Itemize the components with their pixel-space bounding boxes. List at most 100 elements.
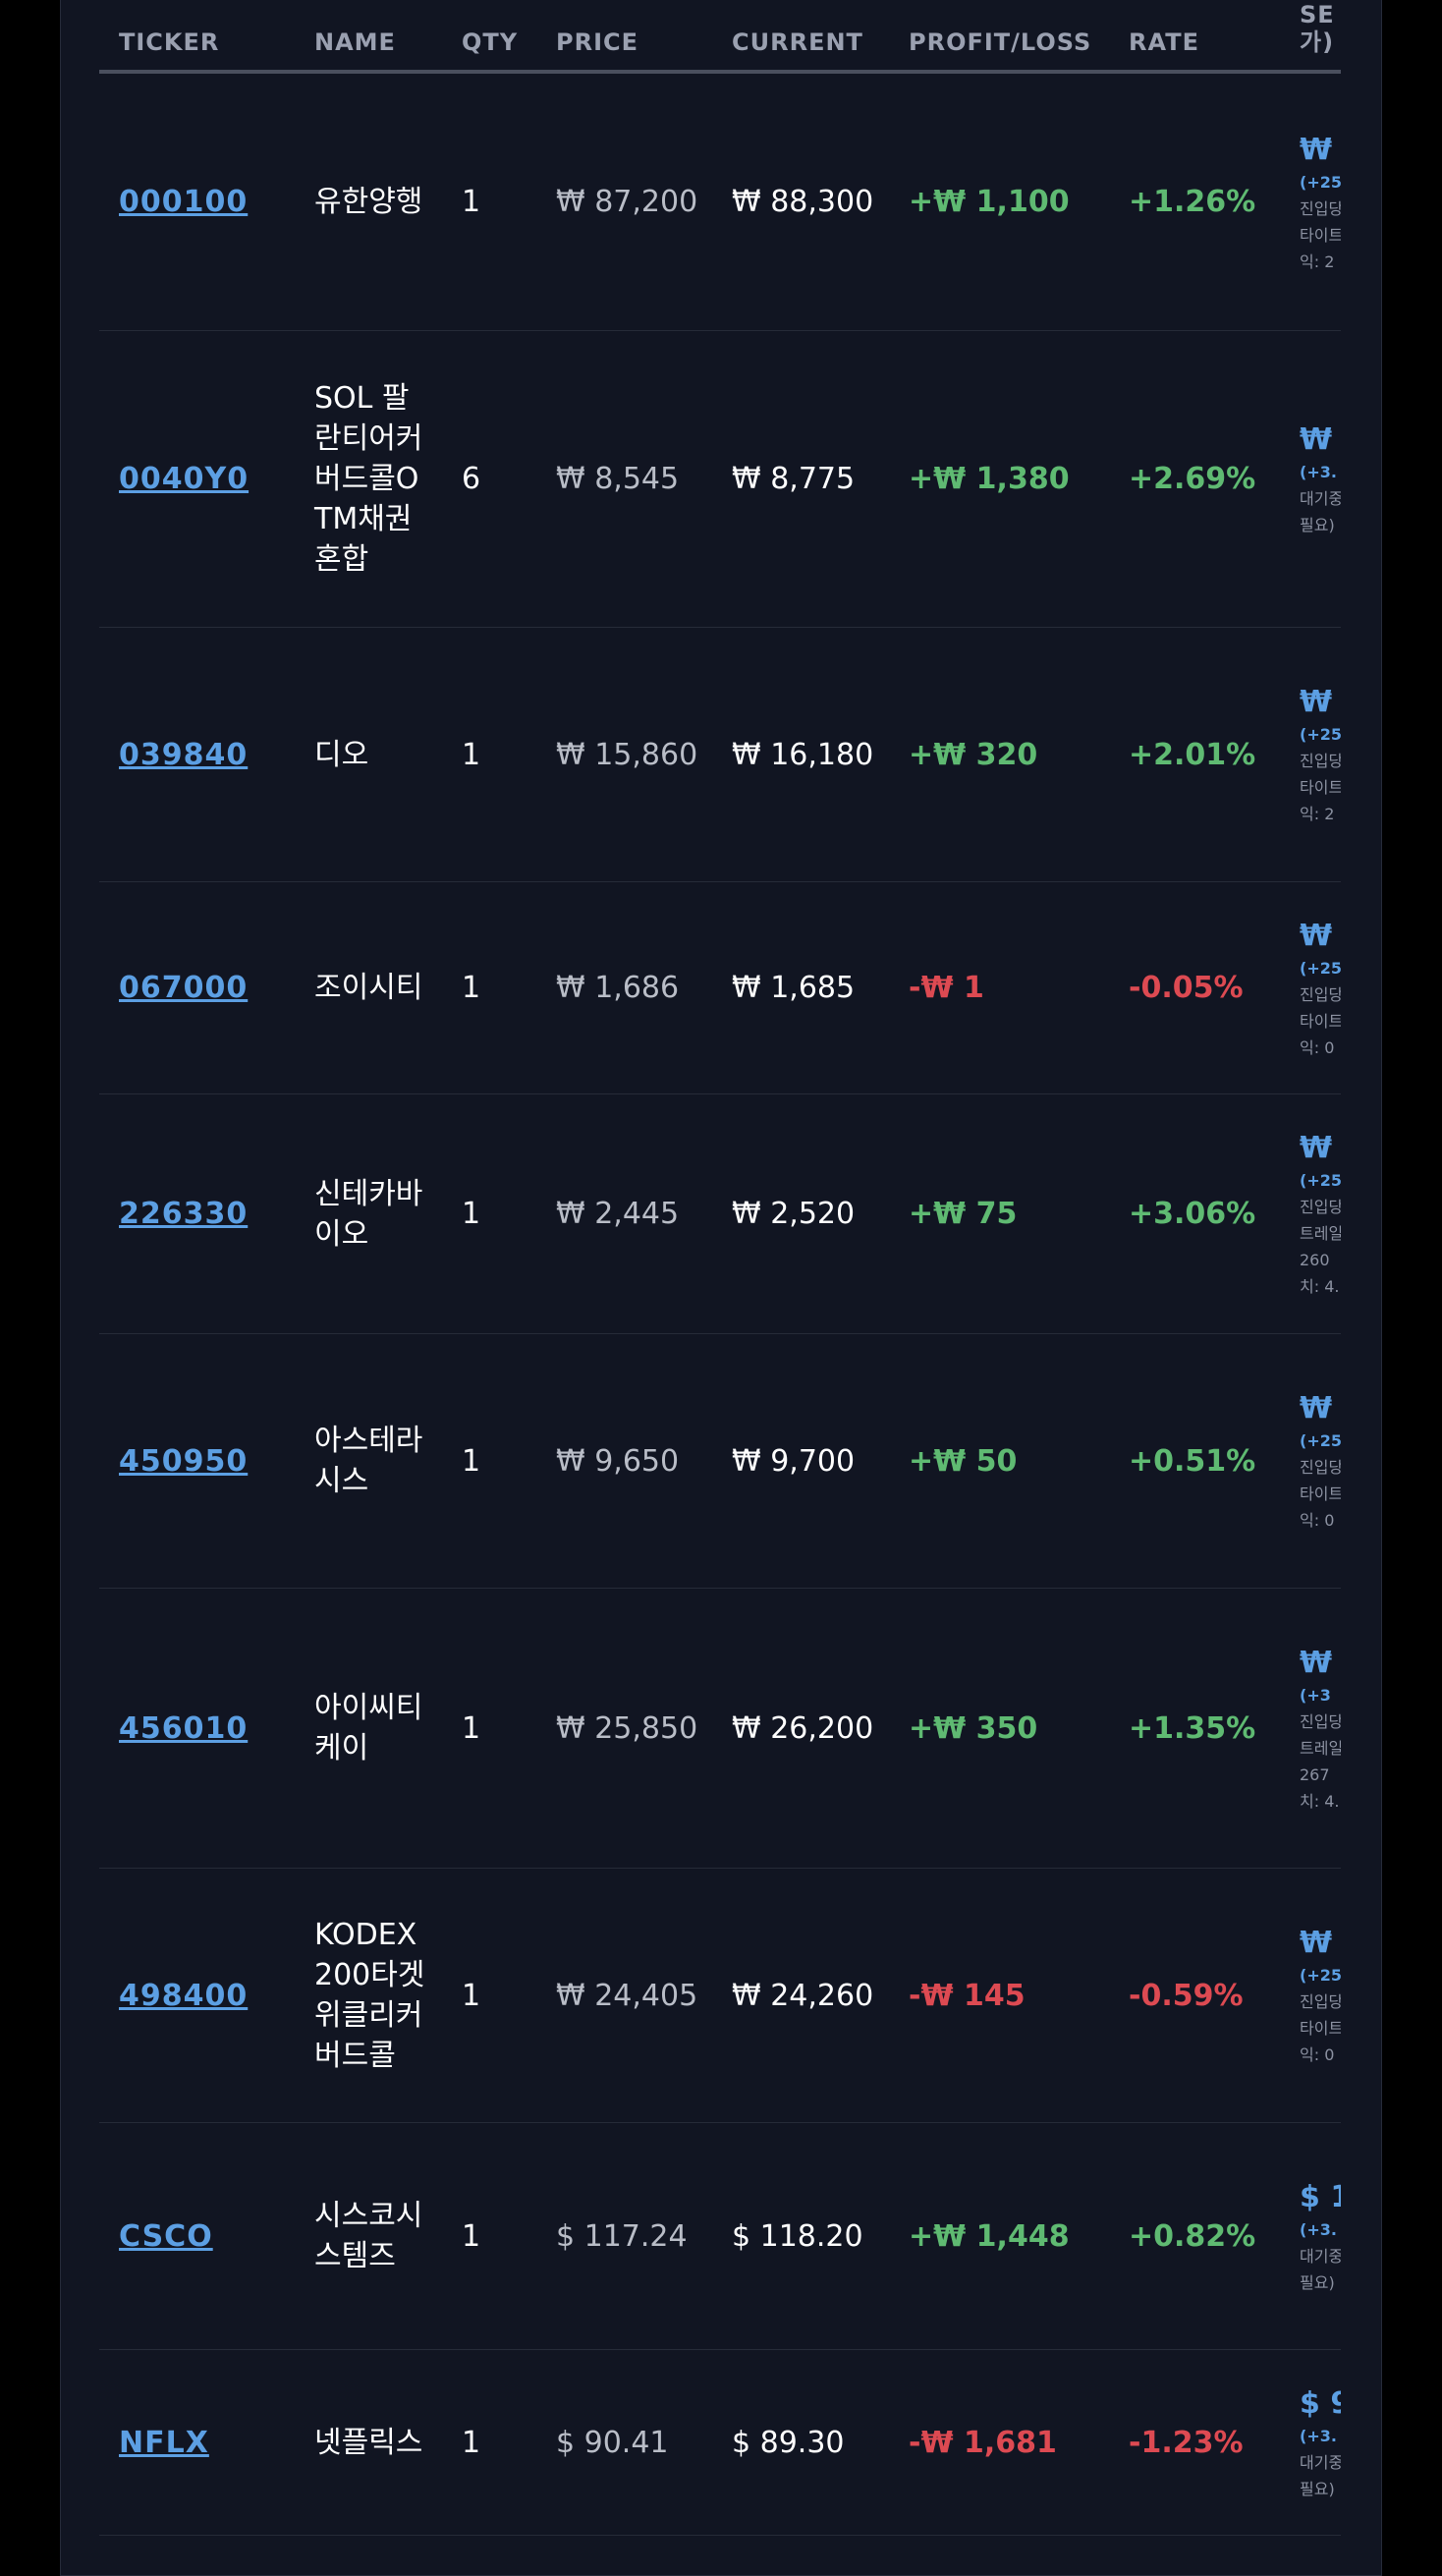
target-detail: 필요) [1300,516,1335,534]
table-row: 000100 유한양행 1 ₩ 87,200 ₩ 88,300 +₩ 1,100 +1.26… [99,74,1341,331]
return-rate: -0.59% [1129,1978,1244,2013]
target-change: (+25 [1300,1431,1341,1450]
stock-name: 디오 [314,737,369,772]
profit-loss: -₩ 145 [909,1978,1026,2013]
return-rate: -1.23% [1129,2425,1244,2460]
target-detail: 익: 2 [1300,805,1335,823]
stock-name: KODEX 200타겟위클리커버드콜 [314,1918,425,2073]
target-detail: 진입당 [1300,1198,1341,1216]
ticker-link[interactable]: 067000 [119,971,249,1005]
ticker-link[interactable]: 039840 [119,737,249,772]
header-cell: CURRENT [732,28,863,56]
target-detail: 필요) [1300,2272,1335,2292]
target-change: (+3 [1300,1685,1331,1705]
ticker-link[interactable]: 456010 [119,1710,249,1746]
stock-name: 아이씨티케이 [314,1691,423,1765]
stock-name: 조이시티 [314,971,423,1005]
quantity: 1 [462,2218,481,2254]
target-detail: 진입당 [1300,984,1341,1004]
profit-loss: +₩ 350 [909,1710,1038,1746]
stock-name: 신테카바이오 [314,1176,423,1252]
return-rate: +0.82% [1129,2218,1256,2254]
target-detail: 치: 4. [1300,1277,1340,1296]
target-detail: 260 [1300,1251,1330,1269]
current-price: ₩ 26,200 [732,1710,874,1746]
profit-loss: -₩ 1 [909,971,984,1005]
ticker-link[interactable]: NFLX [119,2425,209,2460]
return-rate: +0.51% [1129,1443,1256,1479]
current-price: ₩ 8,775 [732,462,856,496]
table-row: CSCO 시스코시스템즈 1 $ 117.24 $ 118.20 +₩ 1,448 +0.8… [99,2123,1341,2350]
header-line: 가) [1300,28,1335,56]
profit-loss: +₩ 320 [909,737,1038,772]
table-row: 450950 아스테라시스 1 ₩ 9,650 ₩ 9,700 +₩ 50 +0.51% ₩ … [99,1334,1341,1589]
target-detail: 진입당 [1300,1458,1341,1477]
quantity: 1 [462,1710,481,1746]
target-change: (+25 [1300,172,1341,192]
profit-loss: +₩ 50 [909,1443,1018,1479]
avg-price: ₩ 24,405 [556,1978,698,2013]
avg-price: ₩ 25,850 [556,1710,698,1746]
stock-name: 유한양행 [314,185,423,219]
target-change: (+25 [1300,725,1341,744]
target-change: (+3. [1300,463,1337,481]
target-change: (+25 [1300,958,1341,978]
avg-price: ₩ 2,445 [556,1197,680,1231]
target-price: ₩ 12 [1300,1391,1341,1426]
stock-name: 넷플릭스 [314,2425,423,2460]
quantity: 1 [462,737,481,772]
avg-price: ₩ 1,686 [556,971,680,1005]
target-detail: 대기중 [1300,2452,1341,2472]
target-cell: ₩ (+3. 대기중 필요) [1300,331,1341,627]
ticker-link[interactable]: 000100 [119,185,249,219]
target-price: ₩ [1300,1131,1333,1165]
return-rate: +2.01% [1129,737,1256,772]
current-price: ₩ 88,300 [732,185,874,219]
target-detail: 대기중 [1300,489,1341,508]
panel [60,0,1382,2576]
table-row: 226330 신테카바이오 1 ₩ 2,445 ₩ 2,520 +₩ 75 +3.06% ₩ (… [99,1094,1341,1334]
target-detail: 진입당 [1300,752,1341,770]
current-price: $ 89.30 [732,2425,845,2460]
target-price: ₩ 36 [1300,1645,1341,1680]
current-price: ₩ 24,260 [732,1978,874,2013]
ticker-link[interactable]: 450950 [119,1443,249,1479]
quantity: 1 [462,1443,481,1479]
quantity: 1 [462,971,481,1005]
avg-price: ₩ 15,860 [556,737,698,772]
profit-loss: +₩ 1,448 [909,2218,1070,2254]
avg-price: $ 90.41 [556,2425,669,2460]
target-price: ₩ 10 [1300,132,1341,167]
target-detail: 타이트 [1300,778,1341,797]
target-price: ₩ [1300,918,1333,953]
table-row: 039840 디오 1 ₩ 15,860 ₩ 16,180 +₩ 320 +2.01% ₩ 1… [99,628,1341,882]
header-cell: TICKER [119,28,220,56]
return-rate: -0.05% [1129,971,1244,1005]
ticker-link[interactable]: 226330 [119,1197,249,1231]
target-change: (+25 [1300,1171,1341,1190]
current-price: $ 118.20 [732,2218,863,2254]
ticker-link[interactable]: 0040Y0 [119,462,250,496]
quantity: 1 [462,2425,481,2460]
target-detail: 타이트 [1300,2019,1341,2038]
header-cell: PROFIT/LOSS [909,28,1092,56]
table-row: 067000 조이시티 1 ₩ 1,686 ₩ 1,685 -₩ 1 -0.05% ₩ (+25… [99,882,1341,1094]
ticker-link[interactable]: 498400 [119,1978,249,2013]
return-rate: +1.26% [1129,185,1256,219]
current-price: ₩ 9,700 [732,1443,856,1479]
table-row: 498400 KODEX 200타겟위클리커버드콜 1 ₩ 24,405 ₩ 24,26… [99,1869,1341,2123]
quantity: 6 [462,462,481,496]
stock-name: 시스코시스템즈 [314,2199,423,2273]
target-price: $ 9 [1300,2385,1341,2421]
table-header: TICKER NAME QTY PRICE CURRENT PROFIT/LOSS RATE… [99,0,1341,74]
target-detail: 진입당 [1300,1711,1341,1731]
target-price: ₩ 30 [1300,1926,1341,1960]
quantity: 1 [462,1978,481,2013]
avg-price: $ 117.24 [556,2218,688,2254]
ticker-link[interactable]: CSCO [119,2218,213,2254]
target-detail: 익: 0 [1300,1511,1335,1530]
